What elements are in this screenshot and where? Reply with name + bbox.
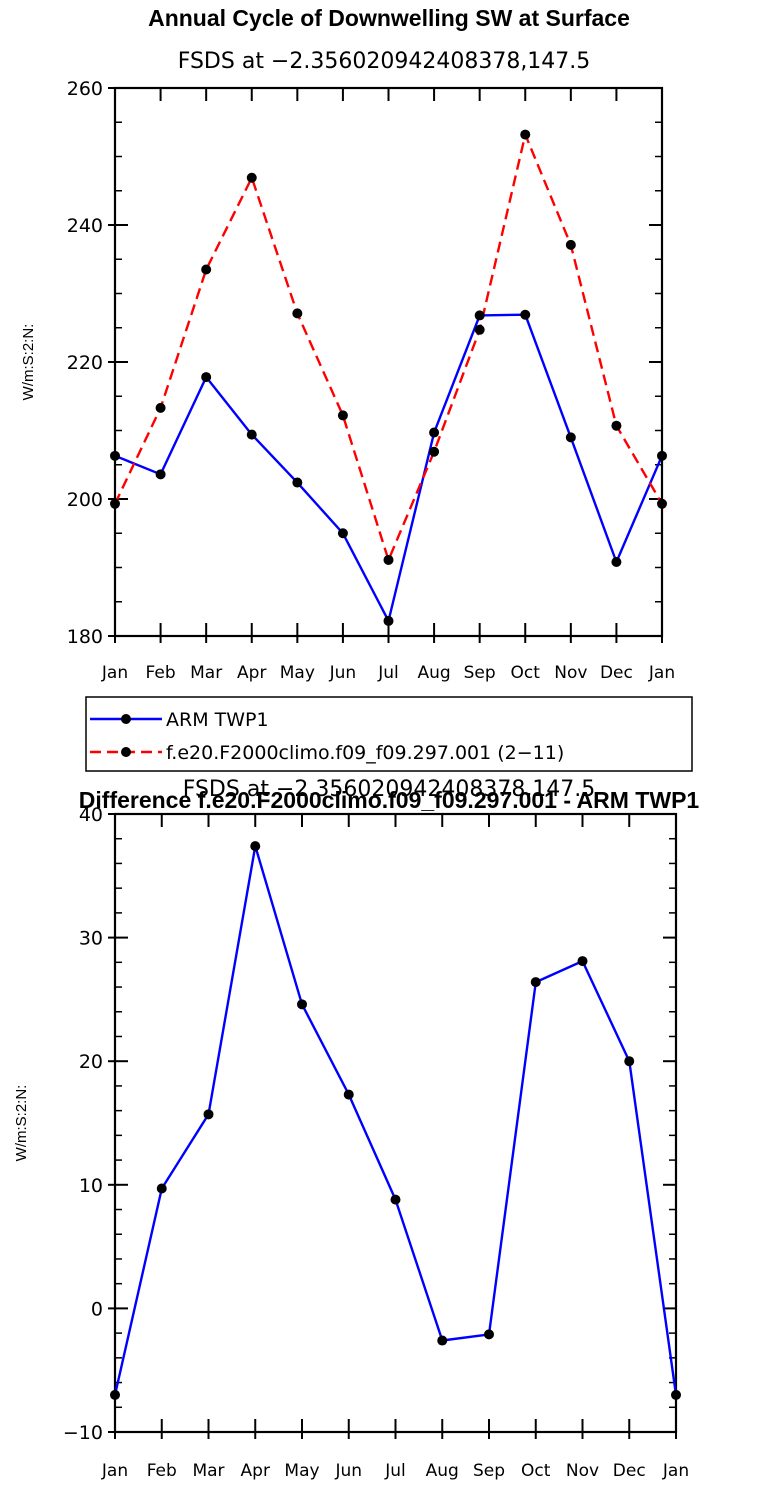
legend-entry-2: f.e20.F2000climo.f09_f09.297.001 (2−11) xyxy=(166,742,564,764)
data-point xyxy=(203,1109,214,1120)
data-point xyxy=(201,372,212,383)
data-point xyxy=(383,554,394,565)
x-tick-label: Feb xyxy=(147,1461,177,1481)
chart-1: Annual Cycle of Downwelling SW at Surfac… xyxy=(20,5,693,772)
data-point xyxy=(474,310,485,321)
x-tick-label: Feb xyxy=(146,663,176,683)
x-tick-label: Jul xyxy=(377,663,399,683)
chart-title: Annual Cycle of Downwelling SW at Surfac… xyxy=(148,5,630,31)
chart-subtitle: FSDS at −2.356020942408378,147.5 xyxy=(183,777,596,802)
data-point xyxy=(156,1183,167,1194)
data-point xyxy=(429,427,440,438)
data-point xyxy=(437,1335,448,1346)
legend-marker xyxy=(121,747,131,757)
y-tick-label: 30 xyxy=(79,928,103,950)
y-tick-label: 20 xyxy=(79,1051,103,1073)
y-tick-label: 180 xyxy=(67,626,103,648)
y-tick-label: 260 xyxy=(67,78,103,100)
y-axis-label: W/m:S:2:N: xyxy=(20,324,37,401)
data-point xyxy=(474,324,485,335)
data-point xyxy=(246,429,257,440)
legend-marker xyxy=(121,714,131,724)
data-point xyxy=(429,446,440,457)
y-tick-label: −10 xyxy=(63,1422,103,1444)
chart-title: Difference f.e20.F2000climo.f09_f09.297.… xyxy=(79,787,700,813)
x-tick-label: Dec xyxy=(600,663,633,683)
x-tick-label: Jun xyxy=(334,1461,362,1481)
data-point xyxy=(577,956,588,967)
x-tick-label: Mar xyxy=(190,663,222,683)
data-point xyxy=(110,498,120,509)
data-point xyxy=(201,264,212,275)
series-line-1 xyxy=(114,313,664,623)
y-axis-label: W/m:S:2:N: xyxy=(13,1085,30,1162)
x-tick-label: May xyxy=(284,1461,319,1481)
data-point xyxy=(657,498,667,509)
x-tick-label: Nov xyxy=(554,663,587,683)
data-point xyxy=(611,420,622,431)
plot-frame xyxy=(113,86,664,638)
y-tick-label: 40 xyxy=(79,804,103,826)
y-tick-label: 10 xyxy=(79,1175,103,1197)
x-tick-label: Nov xyxy=(566,1461,599,1481)
x-tick-label: Jul xyxy=(384,1461,406,1481)
plot-frame xyxy=(113,812,678,1434)
data-point xyxy=(657,450,667,461)
data-point xyxy=(155,469,166,480)
data-point xyxy=(155,402,166,413)
x-tick-label: Jun xyxy=(329,663,357,683)
data-point xyxy=(337,410,348,421)
data-point xyxy=(250,841,261,852)
legend-box xyxy=(85,696,693,772)
data-point xyxy=(292,308,303,319)
legend: ARM TWP1 f.e20.F2000climo.f09_f09.297.001… xyxy=(85,696,693,772)
data-point xyxy=(611,557,622,568)
data-point xyxy=(565,432,576,443)
data-point xyxy=(343,1089,354,1100)
data-point xyxy=(292,477,303,488)
x-tick-label: Apr xyxy=(237,663,266,683)
y-tick-label: 0 xyxy=(91,1298,103,1320)
x-tick-label: Aug xyxy=(417,663,450,683)
data-point xyxy=(520,309,531,320)
data-point xyxy=(297,999,307,1010)
x-tick-label: Oct xyxy=(511,663,541,683)
x-tick-label: Sep xyxy=(464,663,496,683)
y-tick-label: 220 xyxy=(67,352,103,374)
data-point xyxy=(671,1389,681,1400)
series-line-1 xyxy=(113,844,678,1396)
data-point xyxy=(110,1389,120,1400)
legend-entry-1: ARM TWP1 xyxy=(166,709,269,731)
data-point xyxy=(337,528,348,539)
data-point xyxy=(484,1329,494,1340)
data-point xyxy=(565,239,576,250)
data-point xyxy=(390,1194,401,1205)
y-tick-label: 200 xyxy=(67,489,103,511)
x-tick-label: Jan xyxy=(101,663,128,683)
data-point xyxy=(383,615,394,626)
x-tick-label: Jan xyxy=(101,1461,128,1481)
y-tick-label: 240 xyxy=(67,215,103,237)
data-point xyxy=(624,1056,635,1067)
x-tick-label: Sep xyxy=(473,1461,505,1481)
chart-subtitle: FSDS at −2.356020942408378,147.5 xyxy=(178,49,591,74)
data-point xyxy=(530,977,541,988)
x-tick-label: Dec xyxy=(613,1461,646,1481)
x-tick-label: Jan xyxy=(648,663,675,683)
x-tick-label: May xyxy=(280,663,315,683)
x-tick-label: Mar xyxy=(192,1461,224,1481)
x-tick-label: Oct xyxy=(521,1461,551,1481)
data-point xyxy=(520,129,531,140)
series-line-2 xyxy=(113,133,664,562)
data-point xyxy=(110,450,120,461)
data-point xyxy=(246,172,257,183)
x-tick-label: Apr xyxy=(241,1461,270,1481)
chart-2: Difference f.e20.F2000climo.f09_f09.297.… xyxy=(13,777,699,1481)
x-tick-label: Jan xyxy=(662,1461,689,1481)
x-tick-label: Aug xyxy=(426,1461,459,1481)
